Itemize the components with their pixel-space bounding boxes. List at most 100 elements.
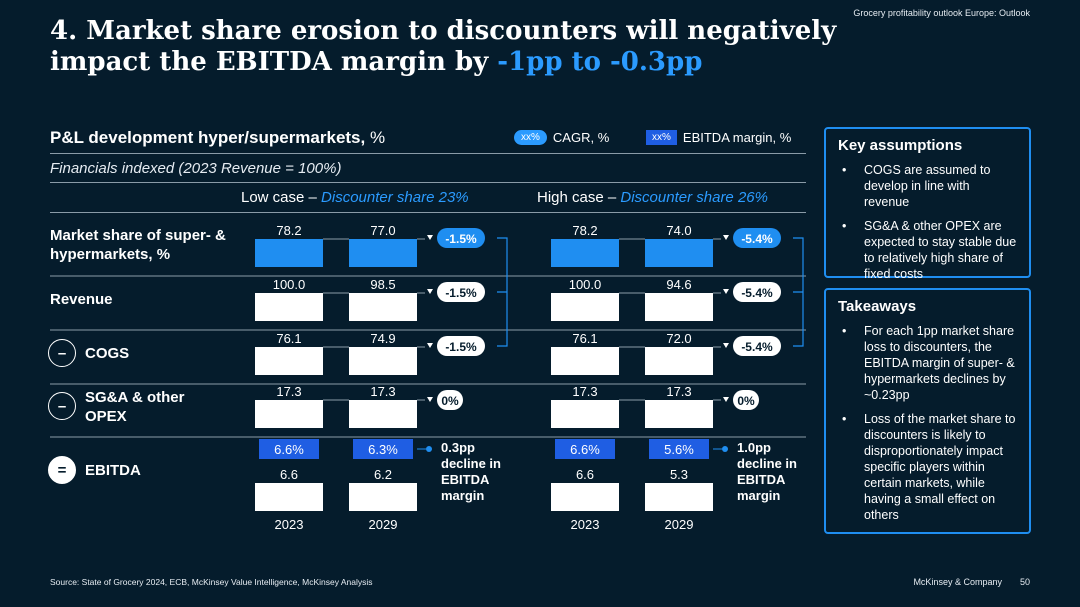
bar-value-label: 6.2 [374, 467, 392, 482]
list-item: Loss of the market share to discounters … [838, 411, 1017, 523]
panel-title-text: P&L development hyper/supermarkets, [50, 128, 366, 147]
ebitda-note-dot [426, 446, 432, 452]
bar-value-label: 5.3 [670, 467, 688, 482]
ebitda-note-text: 0.3pp [441, 440, 475, 455]
bar-value-label: 77.0 [370, 223, 395, 238]
pl-chart: 78.2 77.0 -1.5% 100.0 98.5 -1.5% 76.1 74.9 -1.5%… [50, 223, 806, 532]
year-label: 2029 [665, 517, 694, 532]
bar-value-label: 100.0 [569, 277, 602, 292]
margin-badge [259, 439, 319, 459]
cagr-arrow-icon [427, 397, 433, 402]
cagr-pill [437, 282, 485, 302]
row-label-ebitda: EBITDA [85, 462, 141, 479]
page-title: 4. Market share erosion to discounters w… [50, 16, 870, 78]
low-case-header: Low case – Discounter share 23% [241, 189, 469, 206]
page-number: 50 [1019, 577, 1030, 587]
cagr-arrow-icon [427, 289, 433, 294]
year-label: 2023 [571, 517, 600, 532]
bar [645, 347, 713, 375]
cagr-pill [733, 390, 759, 410]
bar [551, 239, 619, 267]
legend-margin-label: EBITDA margin, % [682, 130, 792, 145]
legend-margin: xx% EBITDA margin, % [646, 130, 791, 145]
cagr-label: -5.4% [741, 340, 773, 354]
cagr-bracket [793, 237, 804, 347]
bar [255, 400, 323, 428]
bar [349, 347, 417, 375]
takeaways-heading: Takeaways [838, 298, 917, 315]
row-label-sga: SG&A & other OPEX [85, 389, 185, 425]
cagr-arrow-icon [723, 289, 729, 294]
bar-value-label: 78.2 [276, 223, 301, 238]
row-label-revenue: Revenue [50, 291, 113, 308]
equals-operator-icon: = [48, 456, 76, 484]
panel-title: P&L development hyper/supermarkets, % [50, 128, 385, 148]
margin-badge [649, 439, 709, 459]
header-rule [50, 212, 806, 213]
cagr-label: -1.5% [445, 340, 477, 354]
cagr-pill [733, 228, 781, 248]
bar [645, 293, 713, 321]
bar [255, 239, 323, 267]
legend-cagr: xx% CAGR, % [514, 130, 609, 145]
legend-cagr-label: CAGR, % [552, 130, 610, 145]
margin-badge-label: 6.3% [368, 442, 398, 457]
year-label: 2023 [275, 517, 304, 532]
bar [349, 400, 417, 428]
legend-margin-badge: xx% [646, 130, 677, 145]
bar [551, 347, 619, 375]
ebitda-note-text: decline in [737, 456, 797, 471]
chart-layer: 78.2 77.0 -1.5% 100.0 98.5 -1.5% 76.1 74.9 -1.5%… [50, 223, 806, 532]
bar-value-label: 98.5 [370, 277, 395, 292]
high-case-accent: Discounter share 26% [620, 189, 768, 206]
footer-company: McKinsey & Company [913, 577, 1002, 587]
margin-badge-label: 6.6% [570, 442, 600, 457]
bar-value-label: 17.3 [666, 384, 691, 399]
row-label-cogs: COGS [85, 345, 130, 362]
bar-value-label: 76.1 [276, 331, 301, 346]
bar [551, 483, 619, 511]
ebitda-note-text: margin [737, 488, 780, 503]
bar-value-label: 6.6 [280, 467, 298, 482]
takeaways-box: Takeaways For each 1pp market share loss… [824, 288, 1031, 534]
cagr-arrow-icon [723, 397, 729, 402]
bar [255, 483, 323, 511]
bar [255, 293, 323, 321]
bar [349, 483, 417, 511]
ebitda-note-dot [722, 446, 728, 452]
bar-value-label: 76.1 [572, 331, 597, 346]
margin-badge-label: 6.6% [274, 442, 304, 457]
key-assumptions-heading: Key assumptions [838, 137, 963, 154]
list-item: For each 1pp market share loss to discou… [838, 323, 1017, 403]
margin-badge [555, 439, 615, 459]
ebitda-note-text: EBITDA [737, 472, 786, 487]
high-case-header: High case – Discounter share 26% [537, 189, 768, 206]
margin-badge-label: 5.6% [664, 442, 694, 457]
cagr-label: 0% [441, 394, 459, 408]
bar-value-label: 17.3 [370, 384, 395, 399]
cagr-arrow-icon [427, 235, 433, 240]
bar [349, 293, 417, 321]
bar-value-label: 17.3 [276, 384, 301, 399]
cagr-pill [437, 228, 485, 248]
key-assumptions-box: Key assumptions COGS are assumed to deve… [824, 127, 1031, 281]
ebitda-note-text: 1.0pp [737, 440, 771, 455]
footer-right: McKinsey & Company 50 [913, 577, 1030, 587]
bar-value-label: 78.2 [572, 223, 597, 238]
panel-subtitle-rule [50, 182, 806, 183]
panel-title-rule [50, 153, 806, 154]
ebitda-note-text: decline in [441, 456, 501, 471]
cagr-bracket [497, 237, 508, 347]
cagr-label: -1.5% [445, 232, 477, 246]
bar-value-label: 6.6 [576, 467, 594, 482]
cagr-pill [437, 390, 463, 410]
cagr-label: -1.5% [445, 286, 477, 300]
low-case-accent: Discounter share 23% [321, 189, 469, 206]
high-case-prefix: High case – [537, 189, 621, 206]
cagr-arrow-icon [723, 343, 729, 348]
ebitda-note-text: margin [441, 488, 484, 503]
bar [645, 483, 713, 511]
key-assumptions-list: COGS are assumed to develop in line with… [838, 162, 1017, 282]
cagr-arrow-icon [427, 343, 433, 348]
cagr-arrow-icon [723, 235, 729, 240]
